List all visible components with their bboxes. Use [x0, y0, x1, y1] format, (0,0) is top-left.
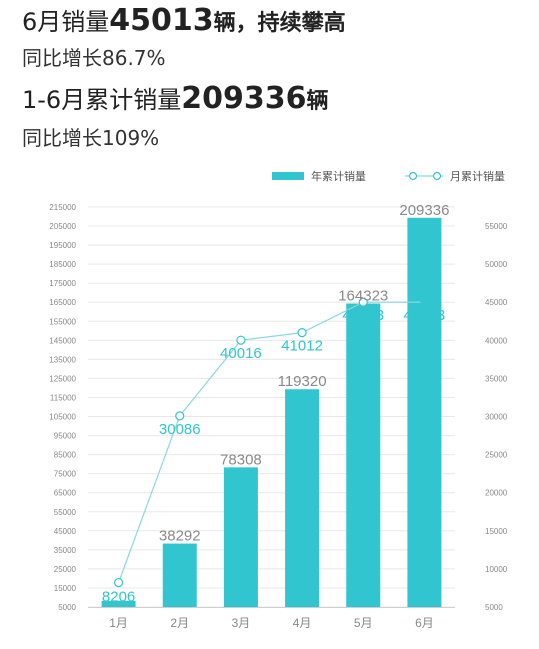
y-left-tick-label: 175000 — [49, 279, 76, 288]
y-left-tick-label: 85000 — [54, 451, 77, 460]
headline-cumulative-sales: 1-6月累计销量209336辆 — [22, 80, 328, 116]
x-tick-label: 5月 — [354, 616, 373, 630]
y-left-tick-label: 195000 — [49, 241, 76, 250]
y-right-tick-label: 10000 — [485, 565, 508, 574]
y-left-tick-label: 105000 — [49, 413, 76, 422]
y-left-tick-label: 205000 — [49, 222, 76, 231]
legend-line-label: 月累计销量 — [450, 169, 505, 183]
line-point — [358, 297, 368, 307]
y-left-tick-label: 55000 — [54, 508, 77, 517]
y-left-tick-label: 45000 — [54, 527, 77, 536]
legend-line-marker — [408, 171, 418, 181]
y-right-tick-label: 15000 — [485, 527, 508, 536]
x-tick-label: 3月 — [232, 616, 251, 630]
y-left-tick-label: 5000 — [58, 603, 76, 612]
y-left-tick-label: 135000 — [49, 355, 76, 364]
y-left-tick-label: 155000 — [49, 317, 76, 326]
headline-june-label: 6月销量 — [22, 8, 110, 36]
line-series — [118, 301, 425, 583]
line-value-label: 30086 — [159, 421, 201, 438]
y-left-tick-label: 145000 — [49, 336, 76, 345]
x-tick-label: 4月 — [293, 616, 312, 630]
bar — [101, 600, 136, 607]
line-value-label: 45013 — [404, 307, 446, 324]
line-point — [420, 298, 429, 307]
bar — [285, 389, 320, 607]
line-value-label: 40016 — [220, 345, 262, 362]
y-right-tick-label: 45000 — [485, 298, 508, 307]
line-point — [236, 335, 246, 345]
y-right-tick-label: 50000 — [485, 260, 508, 269]
headline-cumulative-number: 209336 — [181, 81, 307, 116]
bar-value-label: 119320 — [278, 373, 327, 390]
headline-june-sales: 6月销量45013辆，持续攀高 — [22, 2, 346, 38]
headline-cumulative-unit: 辆 — [306, 89, 329, 114]
y-right-tick-label: 25000 — [485, 451, 508, 460]
y-left-tick-label: 15000 — [54, 584, 77, 593]
y-left-tick-label: 185000 — [49, 260, 76, 269]
y-left-tick-label: 35000 — [54, 546, 77, 555]
headline-cumulative-yoy: 同比增长109% — [22, 126, 160, 150]
legend-bar-label: 年累计销量 — [311, 169, 366, 183]
x-tick-label: 2月 — [170, 616, 189, 630]
line-value-label: 45003 — [342, 307, 384, 324]
y-right-tick-label: 55000 — [485, 222, 508, 231]
x-tick-label: 1月 — [109, 616, 128, 630]
bar-value-label: 209336 — [399, 202, 449, 219]
y-right-tick-label: 40000 — [485, 336, 508, 345]
headline-june-unit: 辆 — [213, 11, 236, 36]
y-right-tick-label: 35000 — [485, 374, 508, 383]
bar-value-label: 164323 — [338, 288, 388, 305]
bar — [346, 303, 381, 607]
y-left-tick-label: 215000 — [49, 203, 76, 212]
y-left-tick-label: 125000 — [49, 374, 76, 383]
bar — [223, 467, 258, 607]
y-right-tick-label: 20000 — [485, 489, 508, 498]
bar — [407, 217, 442, 607]
headline-cumulative-label: 1-6月累计销量 — [22, 86, 182, 114]
legend-line-marker — [432, 171, 442, 181]
y-left-tick-label: 75000 — [54, 470, 77, 479]
line-point — [175, 411, 185, 421]
y-left-tick-label: 65000 — [54, 489, 77, 498]
bar-value-label: 38292 — [159, 528, 201, 545]
bar-value-label: 78308 — [220, 451, 262, 468]
x-tick-label: 6月 — [415, 616, 434, 630]
line-value-label: 41012 — [281, 338, 323, 355]
line-point — [297, 328, 307, 338]
y-right-tick-label: 5000 — [485, 603, 503, 612]
headline-june-trend: ，持续攀高 — [235, 11, 346, 36]
y-right-tick-label: 30000 — [485, 413, 508, 422]
line-point — [113, 577, 124, 588]
line-value-label: 8206 — [102, 589, 135, 606]
y-left-tick-label: 165000 — [49, 298, 76, 307]
headline-june-yoy: 同比增长86.7% — [22, 46, 166, 70]
bar — [162, 543, 197, 607]
legend-bar-swatch — [272, 172, 304, 180]
headline-june-number: 45013 — [109, 3, 214, 38]
y-left-tick-label: 95000 — [54, 432, 77, 441]
y-left-tick-label: 25000 — [54, 565, 77, 574]
y-left-tick-label: 115000 — [50, 393, 77, 402]
